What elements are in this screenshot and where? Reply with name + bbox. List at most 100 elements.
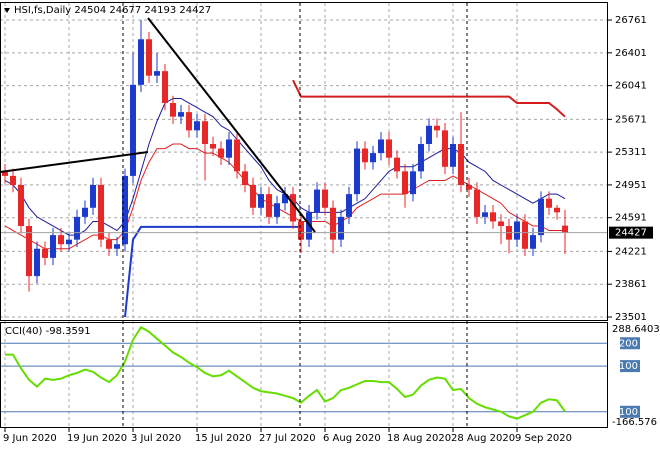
candle-body (162, 71, 168, 104)
close-value: 24427 (179, 5, 211, 16)
y-tick-label: 24951 (615, 180, 647, 191)
candle-body (554, 207, 560, 213)
y-tick-label: 24591 (615, 213, 647, 224)
x-tick-label: 18 Aug 2020 (387, 433, 451, 444)
candle-body (90, 185, 96, 208)
indicator-line (5, 325, 566, 420)
y-tick-label: -100 (615, 407, 638, 418)
candle-body (386, 139, 392, 158)
cci-value: -98.3591 (46, 326, 91, 337)
trend-line (147, 17, 316, 233)
trend-line (0, 151, 149, 173)
candle-body (346, 194, 352, 217)
y-tick-label: 100 (619, 361, 638, 372)
candle-body (434, 125, 440, 131)
x-tick-label: 6 Aug 2020 (323, 433, 381, 444)
x-tick-label: 3 Jul 2020 (131, 433, 181, 444)
candle-body (242, 171, 248, 186)
candle-body (530, 235, 536, 249)
x-tick-label: 27 Jul 2020 (259, 433, 316, 444)
candle-body (42, 248, 48, 258)
candle-body (290, 194, 296, 222)
candle-body (514, 221, 520, 240)
x-tick-label: 28 Aug 2020 (451, 433, 515, 444)
candle-body (250, 185, 256, 208)
candle-body (354, 148, 360, 195)
y-tick-label: 23861 (615, 279, 647, 290)
low-value: 24193 (144, 5, 176, 16)
grid (0, 3, 608, 427)
candle-body (298, 221, 304, 240)
symbol: HSI,fs,Daily (14, 5, 71, 16)
candle-body (474, 189, 480, 217)
candle-body (458, 144, 464, 186)
candle-body (114, 244, 120, 249)
candle-body (466, 185, 472, 190)
candle-body (522, 221, 528, 249)
candle-body (170, 103, 176, 117)
high-value: 24677 (109, 5, 141, 16)
cci-frame (0, 322, 608, 428)
candle-body (378, 139, 384, 154)
candle-body (370, 153, 376, 163)
candle-body (50, 235, 56, 258)
candle-body (106, 239, 112, 249)
candle-body (122, 175, 128, 245)
candle-body (402, 171, 408, 195)
x-tick-label: 9 Jun 2020 (3, 433, 57, 444)
candle-body (178, 112, 184, 117)
candle-body (306, 212, 312, 240)
candle-body (146, 39, 152, 76)
candle-body (18, 185, 24, 226)
x-tick-label: 19 Jun 2020 (67, 433, 127, 444)
candle-body (74, 216, 80, 240)
candle-body (2, 171, 8, 176)
candle-body (418, 144, 424, 172)
level-box (620, 360, 640, 373)
candle-body (82, 207, 88, 217)
x-tick-label: 9 Sep 2020 (515, 433, 572, 444)
candle-body (482, 212, 488, 217)
level-box (620, 337, 640, 350)
indicator-line (124, 225, 301, 318)
candle-body (394, 157, 400, 172)
indicator-line (292, 79, 566, 118)
cci-name: CCI(40) (5, 326, 43, 337)
candle-body (538, 198, 544, 236)
candle-body (490, 212, 496, 222)
candle-body (194, 121, 200, 131)
candle-body (450, 144, 456, 167)
y-tick-label: 26041 (615, 81, 647, 92)
candle-body (66, 239, 72, 245)
candle-body (410, 171, 416, 195)
y-limit-label: 288.6403 (612, 324, 660, 335)
y-tick-label: 25671 (615, 114, 647, 125)
main-frame (0, 2, 608, 321)
candle-body (98, 185, 104, 240)
open-value: 24504 (74, 5, 106, 16)
candle-body (10, 175, 16, 186)
candle-body (282, 194, 288, 204)
current-price-box (609, 226, 653, 239)
candle-body (274, 203, 280, 217)
cci-title: CCI(40) -98.3591 (5, 326, 91, 337)
y-limit-label: -166.576 (612, 417, 657, 428)
candle-body (218, 148, 224, 158)
chart-title: HSI,fs,Daily 24504 24677 24193 24427 (14, 5, 211, 16)
plot (0, 20, 608, 420)
collapse-icon (4, 8, 10, 13)
candle-body (314, 189, 320, 213)
candle-body (426, 125, 432, 145)
candle-body (26, 225, 32, 277)
y-tick-label: 25311 (615, 147, 647, 158)
y-tick-label: 26401 (615, 48, 647, 59)
candle-body (210, 144, 216, 149)
candle-body (498, 221, 504, 226)
candle-body (266, 194, 272, 217)
candle-body (546, 198, 552, 208)
y-tick-label: 24221 (615, 246, 647, 257)
candle-body (258, 194, 264, 208)
candle-body (138, 39, 144, 85)
level-box (620, 405, 640, 418)
